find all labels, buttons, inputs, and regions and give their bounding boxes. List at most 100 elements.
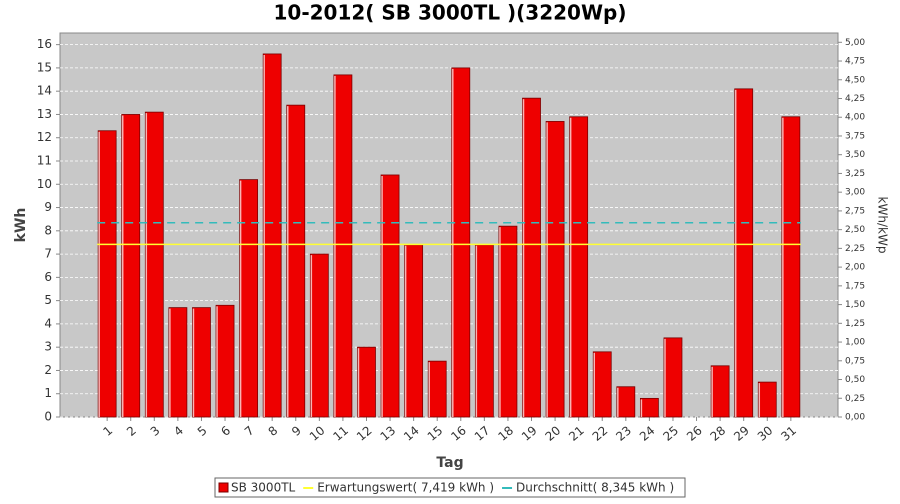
x-tick-label: 23	[613, 423, 634, 444]
y2-tick-label: 1,00	[845, 338, 865, 348]
bar	[592, 351, 612, 418]
y2-tick-label: 0,00	[845, 413, 865, 423]
x-tick-label: 14	[401, 423, 422, 444]
y-tick-label: 15	[37, 60, 52, 74]
x-tick-label: 30	[755, 423, 776, 444]
chart-title: 10-2012( SB 3000TL )(3220Wp)	[274, 1, 627, 25]
x-tick-label: 18	[495, 423, 516, 444]
y-tick-label: 0	[44, 410, 52, 424]
bar	[710, 365, 730, 418]
x-tick-label: 25	[660, 423, 681, 444]
x-tick-label: 12	[354, 423, 375, 444]
legend-marker	[218, 482, 229, 493]
y2-tick-label: 1,25	[845, 319, 865, 329]
x-tick-label: 10	[307, 423, 328, 444]
x-tick-label: 13	[378, 423, 399, 444]
bar	[757, 381, 777, 418]
x-tick-label: 3	[148, 423, 163, 439]
bar	[781, 116, 801, 418]
x-tick-label: 21	[566, 423, 587, 444]
bar	[451, 67, 471, 418]
y-tick-label: 13	[37, 107, 52, 121]
y-tick-label: 3	[44, 340, 52, 354]
bar	[121, 114, 141, 418]
x-tick-label: 29	[731, 423, 752, 444]
y-tick-label: 2	[44, 363, 52, 377]
y2-tick-label: 1,50	[845, 300, 865, 310]
y-tick-label: 12	[37, 130, 52, 144]
x-tick-label: 15	[425, 423, 446, 444]
x-tick-label: 5	[195, 423, 210, 439]
y2-tick-label: 3,00	[845, 188, 865, 198]
x-tick-label: 31	[778, 423, 799, 444]
bar	[144, 111, 164, 418]
bar	[474, 244, 494, 418]
x-tick-label: 22	[590, 423, 611, 444]
x-tick-label: 28	[708, 423, 729, 444]
y2-axis-title: kWh/kWp	[876, 197, 890, 254]
bar	[427, 360, 447, 418]
bar	[663, 337, 683, 418]
y2-tick-label: 4,25	[845, 94, 865, 104]
legend-box	[214, 477, 686, 498]
bar	[97, 130, 117, 418]
y-tick-label: 9	[44, 200, 52, 214]
y2-tick-label: 2,00	[845, 263, 865, 273]
y2-tick-label: 1,75	[845, 281, 865, 291]
y2-tick-label: 4,50	[845, 75, 865, 85]
x-tick-label: 17	[472, 423, 493, 444]
y-tick-label: 14	[37, 84, 52, 98]
bar	[498, 225, 518, 418]
x-tick-label: 26	[684, 423, 705, 444]
y-tick-label: 4	[44, 316, 52, 330]
x-tick-label: 24	[637, 423, 658, 444]
bar	[569, 116, 589, 418]
x-tick-label: 16	[448, 423, 469, 444]
bar	[215, 304, 235, 418]
x-axis-title: Tag	[436, 455, 463, 471]
legend-label: Erwartungswert( 7,419 kWh )	[317, 481, 494, 495]
y2-tick-label: 2,50	[845, 225, 865, 235]
x-tick-label: 20	[543, 423, 564, 444]
bar	[380, 174, 400, 418]
y-tick-label: 11	[37, 154, 52, 168]
y2-tick-label: 0,50	[845, 375, 865, 385]
y2-tick-label: 3,50	[845, 150, 865, 160]
y-tick-label: 10	[37, 177, 52, 191]
bar	[545, 121, 565, 418]
plot-area	[59, 32, 839, 418]
bar	[639, 397, 659, 418]
bar	[192, 307, 211, 418]
bar	[616, 386, 636, 418]
x-tick-label: 6	[218, 423, 233, 439]
x-tick-label: 11	[330, 423, 351, 444]
bar	[734, 88, 754, 418]
x-tick-label: 7	[242, 423, 257, 439]
x-tick-label: 1	[100, 423, 115, 439]
y2-tick-label: 0,75	[845, 356, 865, 366]
y-tick-label: 1	[44, 386, 52, 400]
y2-tick-label: 3,75	[845, 131, 865, 141]
y2-tick-label: 3,25	[845, 169, 865, 179]
bar	[357, 346, 376, 418]
legend-label: Durchschnitt( 8,345 kWh )	[516, 481, 674, 495]
bar	[262, 53, 282, 418]
x-tick-label: 9	[289, 423, 304, 439]
y2-tick-label: 2,75	[845, 206, 865, 216]
y-tick-label: 16	[37, 37, 52, 51]
y2-tick-label: 0,25	[845, 394, 865, 404]
bar	[239, 179, 259, 418]
bar	[404, 244, 424, 418]
bar	[522, 97, 541, 418]
bar	[286, 104, 306, 418]
bar	[168, 307, 188, 418]
x-tick-label: 8	[266, 423, 281, 439]
y-tick-label: 8	[44, 223, 52, 237]
y2-tick-label: 2,25	[845, 244, 865, 254]
bar	[333, 74, 353, 418]
x-tick-label: 4	[171, 423, 186, 439]
y-tick-label: 5	[44, 293, 52, 307]
y-tick-label: 7	[44, 247, 52, 261]
legend: SB 3000TL Erwartungswert( 7,419 kWh ) Durc…	[214, 477, 686, 498]
